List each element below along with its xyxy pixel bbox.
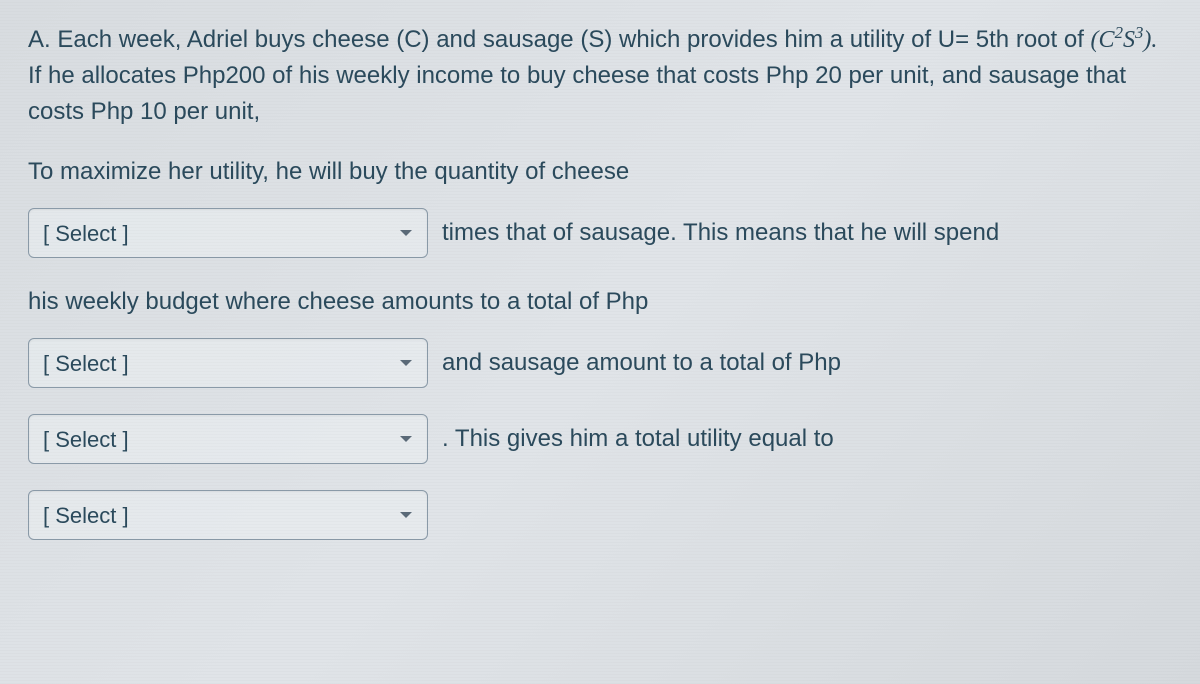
answer-row-3: [ Select ] . This gives him a total util…	[28, 414, 1172, 464]
answer-row-2: [ Select ] and sausage amount to a total…	[28, 338, 1172, 388]
select-dropdown-1[interactable]: [ Select ]	[28, 208, 428, 258]
answer-row-1: [ Select ] times that of sausage. This m…	[28, 208, 1172, 258]
intro-text-2: If he allocates Php200 of his weekly inc…	[28, 62, 1126, 125]
select-dropdown-3[interactable]: [ Select ]	[28, 414, 428, 464]
answer-row-4: [ Select ]	[28, 490, 1172, 540]
select-placeholder: [ Select ]	[43, 499, 129, 532]
select-placeholder: [ Select ]	[43, 217, 129, 250]
chevron-down-icon	[399, 356, 413, 370]
math-expression: (C2S3).	[1091, 27, 1158, 53]
row2-trailing-text: and sausage amount to a total of Php	[442, 345, 1172, 381]
select-placeholder: [ Select ]	[43, 347, 129, 380]
chevron-down-icon	[399, 508, 413, 522]
select-placeholder: [ Select ]	[43, 423, 129, 456]
select-dropdown-2[interactable]: [ Select ]	[28, 338, 428, 388]
intro-text-1: Each week, Adriel buys cheese (C) and sa…	[57, 26, 1084, 53]
select-dropdown-4[interactable]: [ Select ]	[28, 490, 428, 540]
chevron-down-icon	[399, 226, 413, 240]
part-label: A.	[28, 26, 51, 53]
row1-trailing-text: times that of sausage. This means that h…	[442, 215, 1172, 251]
row3-trailing-text: . This gives him a total utility equal t…	[442, 421, 1172, 457]
prompt-text: To maximize her utility, he will buy the…	[28, 154, 1172, 190]
chevron-down-icon	[399, 432, 413, 446]
question-intro: A. Each week, Adriel buys cheese (C) and…	[28, 20, 1172, 130]
row2-leading-text: his weekly budget where cheese amounts t…	[28, 284, 1172, 320]
